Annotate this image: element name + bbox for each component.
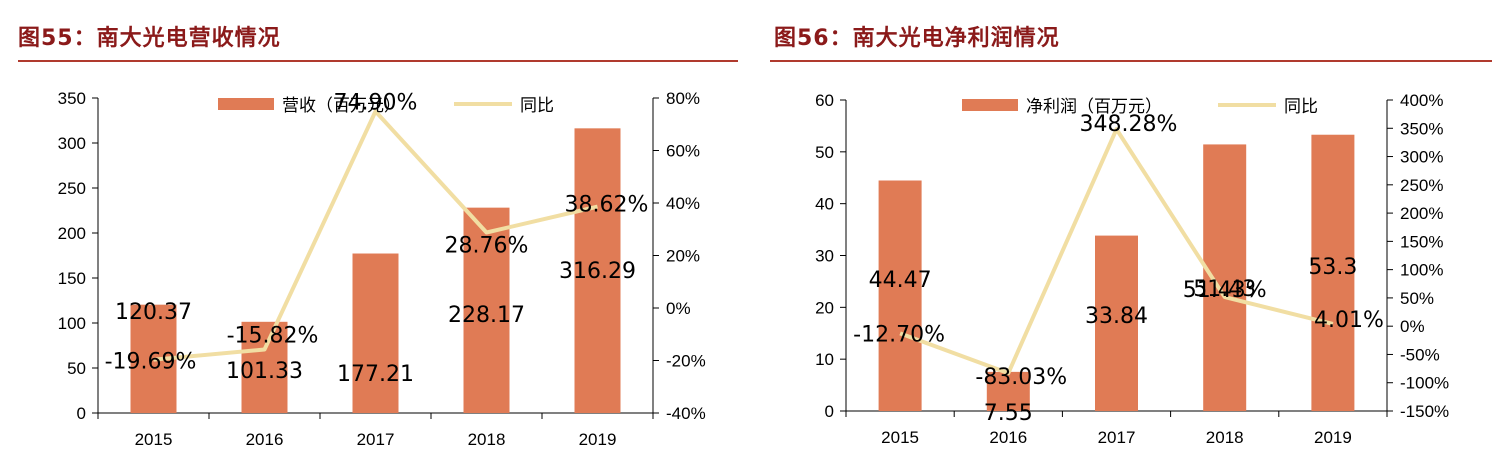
- line-value-label: 348.28%: [1080, 112, 1178, 137]
- x-category-label: 2019: [579, 430, 617, 449]
- left-tick-label: 100: [58, 314, 86, 333]
- bar-2018: [463, 207, 510, 413]
- bar-2017: [352, 253, 399, 413]
- bar-2017: [1095, 235, 1138, 411]
- figure-title: 图55：南大光电营收情况: [18, 26, 281, 51]
- revenue-combo-chart: 0 50 100 150 200 250 300 350 -40% -20% 0% 20% 40% 60%…: [58, 89, 706, 449]
- right-tick-label: -150%: [1400, 402, 1449, 421]
- legend-line-label: 同比: [1284, 97, 1318, 117]
- line-value-label: 28.76%: [445, 234, 529, 259]
- left-tick-label: 20: [815, 298, 834, 317]
- right-tick-label: 50%: [1400, 289, 1434, 308]
- legend-line-label: 同比: [520, 96, 554, 116]
- line-value-label: 74.90%: [334, 90, 418, 115]
- right-tick-label: 0%: [1400, 317, 1425, 336]
- right-tick-label: -40%: [666, 404, 706, 423]
- bar-2016: [986, 371, 1030, 411]
- left-tick-label: 350: [58, 89, 86, 108]
- x-category-label: 2017: [357, 430, 395, 449]
- left-tick-label: 0: [825, 402, 834, 421]
- bar-2019: [1311, 134, 1355, 411]
- right-tick-label: 20%: [666, 247, 700, 266]
- right-tick-label: 200%: [1400, 204, 1443, 223]
- bar-value-label: 177.21: [337, 362, 414, 387]
- left-tick-label: 0: [77, 404, 86, 423]
- line-value-label: 38.62%: [565, 193, 649, 218]
- right-tick-label: -50%: [1400, 345, 1440, 364]
- bar-2019: [574, 128, 621, 414]
- bar-value-label: 228.17: [448, 303, 525, 328]
- line-value-label: -83.03%: [975, 365, 1067, 390]
- right-tick-label: 40%: [666, 194, 700, 213]
- right-tick-label: 250%: [1400, 176, 1443, 195]
- x-category-label: 2016: [989, 428, 1027, 447]
- legend-bar-label: 营收（百万元）: [282, 96, 401, 116]
- line-value-label: -15.82%: [227, 324, 319, 349]
- right-tick-label: 300%: [1400, 148, 1443, 167]
- line-value-label: -12.70%: [853, 322, 945, 347]
- bar-value-label: 7.55: [984, 401, 1033, 426]
- x-category-label: 2018: [1206, 428, 1244, 447]
- bar-value-label: 51.43: [1193, 277, 1256, 302]
- x-category-label: 2017: [1098, 428, 1136, 447]
- left-tick-label: 250: [58, 179, 86, 198]
- x-category-label: 2015: [881, 428, 919, 447]
- left-tick-label: 300: [58, 134, 86, 153]
- right-tick-label: 80%: [666, 89, 700, 108]
- left-tick-label: 60: [815, 91, 834, 110]
- title-divider: [18, 60, 738, 62]
- legend-bar-label: 净利润（百万元）: [1026, 97, 1162, 117]
- left-tick-label: 50: [67, 359, 86, 378]
- right-tick-label: 60%: [666, 142, 700, 161]
- legend-bar-swatch: [962, 99, 1018, 111]
- right-tick-label: 350%: [1400, 119, 1443, 138]
- bar-2016: [241, 321, 288, 413]
- right-tick-label: -20%: [666, 352, 706, 371]
- bar-value-label: 33.84: [1085, 304, 1148, 329]
- left-tick-label: 150: [58, 269, 86, 288]
- revenue-chart-panel: 图55：南大光电营收情况 0 50 100 150 200 250 300 350 -40% -2…: [0, 0, 740, 460]
- bar-value-label: 44.47: [869, 268, 932, 293]
- figure-title: 图56：南大光电净利润情况: [774, 26, 1060, 51]
- right-tick-label: 400%: [1400, 91, 1443, 110]
- left-tick-label: 200: [58, 224, 86, 243]
- line-value-label: -19.69%: [105, 350, 197, 375]
- right-tick-label: 150%: [1400, 232, 1443, 251]
- x-category-label: 2018: [468, 430, 506, 449]
- left-tick-label: 30: [815, 247, 834, 266]
- right-tick-label: -100%: [1400, 374, 1449, 393]
- left-tick-label: 10: [815, 350, 834, 369]
- yoy-growth-line: [899, 127, 1334, 376]
- bar-value-label: 101.33: [226, 359, 303, 384]
- right-tick-label: 100%: [1400, 261, 1443, 280]
- line-value-label: 4.01%: [1314, 308, 1384, 333]
- bar-value-label: 120.37: [115, 300, 192, 325]
- legend-bar-swatch: [218, 98, 274, 110]
- x-category-label: 2016: [246, 430, 284, 449]
- right-tick-label: 0%: [666, 299, 691, 318]
- line-value-label: 51.43%: [1183, 278, 1267, 303]
- left-tick-label: 50: [815, 143, 834, 162]
- yoy-growth-line: [153, 109, 598, 362]
- title-divider: [770, 60, 1492, 62]
- x-category-label: 2015: [135, 430, 173, 449]
- x-category-label: 2019: [1314, 428, 1352, 447]
- bar-value-label: 53.3: [1308, 255, 1357, 280]
- bar-2015: [878, 180, 922, 411]
- left-tick-label: 40: [815, 195, 834, 214]
- net-profit-chart-panel: 图56：南大光电净利润情况 0 10 20 30 40 50 60 -150% -100% -50…: [752, 0, 1492, 460]
- bar-value-label: 316.29: [559, 259, 636, 284]
- net-profit-combo-chart: 0 10 20 30 40 50 60 -150% -100% -50% 0% 50% 100% 150%…: [815, 91, 1449, 447]
